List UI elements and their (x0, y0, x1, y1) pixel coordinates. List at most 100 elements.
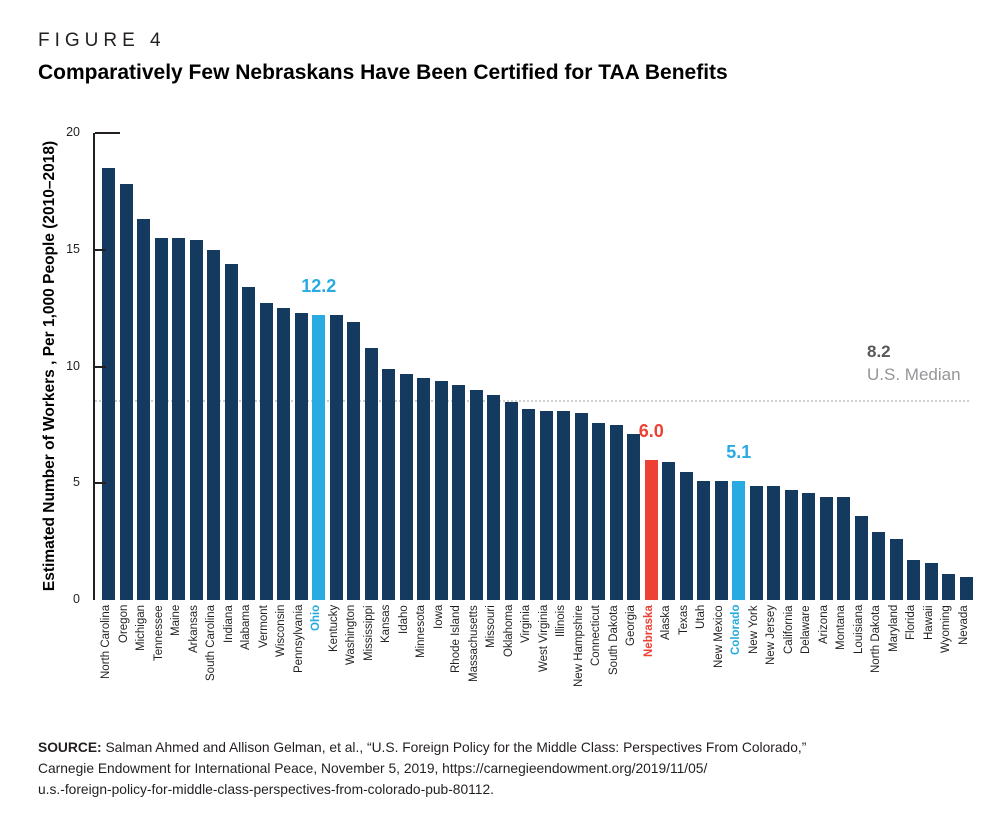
x-label-cell: Vermont (256, 605, 274, 711)
y-tick-mark-15 (95, 248, 106, 251)
x-label-texas: Texas (677, 605, 690, 636)
x-label-california: California (782, 605, 795, 654)
bar-idaho (399, 373, 413, 600)
bar-arkansas (189, 240, 203, 600)
bar-missouri (487, 394, 501, 600)
bar-texas (679, 471, 693, 600)
bar-new-york (749, 485, 763, 600)
bar-cell-minnesota (415, 133, 433, 600)
bar-montana (837, 497, 851, 600)
x-label-new-york: New York (747, 605, 760, 654)
bar-rhode-island (452, 385, 466, 600)
x-label-florida: Florida (905, 605, 917, 641)
x-label-cell: Nebraska (641, 605, 659, 711)
source-prefix: SOURCE: (38, 740, 102, 755)
source-line1: Salman Ahmed and Allison Gelman, et al.,… (101, 740, 807, 755)
x-label-cell: Indiana (221, 605, 239, 711)
bar-cell-kansas (380, 133, 398, 600)
x-label-cell: Idaho (396, 605, 414, 711)
bar-louisiana (854, 515, 868, 600)
bar-cell-mississippi (363, 133, 381, 600)
x-label-cell: Tennessee (151, 605, 169, 711)
x-label-cell: Kansas (378, 605, 396, 711)
bar-cell-tennessee (153, 133, 171, 600)
y-tick-mark-10 (95, 365, 106, 368)
bar-north-carolina (102, 168, 116, 600)
bar-cell-utah (695, 133, 713, 600)
x-label-cell: New Jersey (763, 605, 781, 711)
x-label-maryland: Maryland (887, 605, 900, 653)
source-text: SOURCE: Salman Ahmed and Allison Gelman,… (38, 737, 973, 800)
x-label-wyoming: Wyoming (940, 605, 952, 653)
x-label-maine: Maine (170, 605, 182, 637)
x-label-cell: New Hampshire (571, 605, 589, 711)
y-tick-label-0: 0 (73, 592, 80, 606)
annotation-nebraska: 6.0 (638, 420, 664, 441)
y-tick-label-15: 15 (66, 241, 80, 256)
x-label-cell: Iowa (431, 605, 449, 711)
bar-cell-north-carolina (100, 133, 118, 600)
bar-tennessee (154, 238, 168, 600)
x-label-south-dakota: South Dakota (607, 605, 620, 675)
x-label-michigan: Michigan (135, 605, 147, 652)
x-label-cell: Mississippi (361, 605, 379, 711)
x-label-cell: California (781, 605, 799, 711)
x-label-cell: Montana (833, 605, 851, 711)
x-label-washington: Washington (345, 605, 357, 666)
x-label-illinois: Illinois (555, 605, 567, 637)
bar-cell-nevada (958, 133, 976, 600)
bar-delaware (802, 492, 816, 600)
bar-minnesota (417, 378, 431, 600)
bar-cell-maine (170, 133, 188, 600)
bar-kentucky (329, 315, 343, 600)
bar-cell-virginia (520, 133, 538, 600)
x-label-west-virginia: West Virginia (537, 605, 550, 673)
x-label-cell: Ohio (308, 605, 326, 711)
bar-cell-vermont (258, 133, 276, 600)
bar-cell-maryland (888, 133, 906, 600)
bar-oklahoma (504, 401, 518, 600)
bar-cell-illinois (555, 133, 573, 600)
median-value: 8.2 (867, 342, 891, 361)
x-label-new-jersey: New Jersey (765, 605, 777, 666)
x-label-oregon: Oregon (117, 605, 130, 644)
x-label-nevada: Nevada (957, 605, 970, 645)
x-label-ohio: Ohio (310, 605, 322, 632)
x-label-cell: Kentucky (326, 605, 344, 711)
y-tick-mark-20 (95, 132, 120, 134)
x-label-indiana: Indiana (222, 605, 235, 643)
x-label-cell: Delaware (798, 605, 816, 711)
bar-cell-nebraska: 6.0 (639, 133, 664, 600)
bar-hawaii (924, 562, 938, 600)
x-label-new-mexico: New Mexico (712, 605, 725, 668)
x-label-colorado: Colorado (730, 605, 742, 656)
bar-cell-wisconsin (275, 133, 293, 600)
x-label-cell: Georgia (623, 605, 641, 711)
x-label-north-carolina: North Carolina (100, 605, 112, 680)
x-label-cell: Utah (693, 605, 711, 711)
bar-michigan (137, 219, 151, 600)
bar-cell-michigan (135, 133, 153, 600)
x-label-arkansas: Arkansas (187, 605, 200, 653)
bar-south-carolina (207, 249, 221, 600)
annotation-colorado: 5.1 (726, 441, 752, 462)
x-label-cell: Rhode Island (448, 605, 466, 711)
y-tick-label-5: 5 (73, 475, 80, 490)
x-label-idaho: Idaho (397, 605, 410, 634)
bar-cell-alabama (240, 133, 258, 600)
bar-wisconsin (277, 308, 291, 600)
figure-label: FIGURE 4 (38, 30, 166, 51)
bar-cell-california (783, 133, 801, 600)
x-label-massachusetts: Massachusetts (467, 605, 480, 682)
median-line (95, 399, 969, 402)
y-tick-label-20: 20 (66, 125, 80, 139)
x-label-cell: Minnesota (413, 605, 431, 711)
bars-row: 12.2 6.0 5.1 (100, 133, 975, 600)
bar-maryland (889, 539, 903, 600)
bar-cell-south-carolina (205, 133, 223, 600)
x-label-vermont: Vermont (257, 605, 270, 648)
x-label-cell: Alabama (238, 605, 256, 711)
bar-cell-indiana (223, 133, 241, 600)
bar-cell-arizona (818, 133, 836, 600)
bar-cell-new-jersey (765, 133, 783, 600)
